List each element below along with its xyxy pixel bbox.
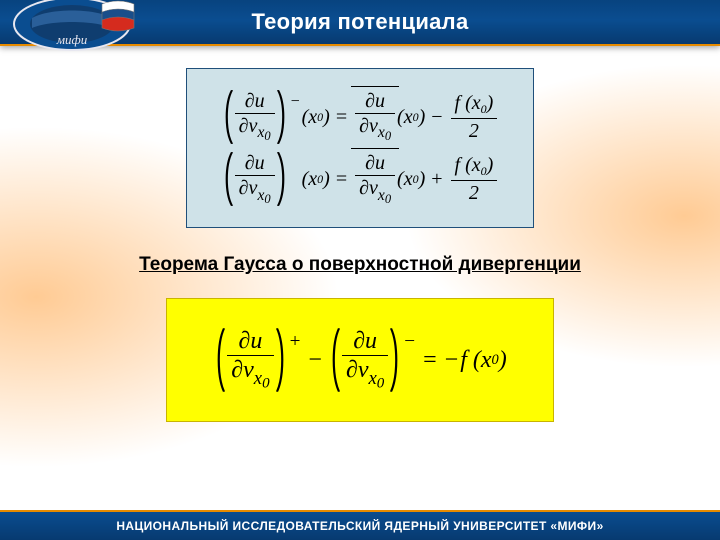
eq-text: f (x bbox=[460, 347, 491, 374]
equation-box-limits: ∂u ∂νx0 − (x0) = ∂u ∂νx0 (x0) − bbox=[186, 68, 535, 228]
eq-text: = bbox=[417, 347, 443, 374]
eq-text: 0 bbox=[377, 375, 384, 391]
eq-text: ∂ν bbox=[239, 115, 258, 137]
overline-frac: ∂u ∂νx0 bbox=[353, 89, 397, 145]
equation-limit-minus: ∂u ∂νx0 − (x 0) = ∂u ∂νx0 (x 0) − bbox=[221, 89, 500, 145]
eq-text: x bbox=[368, 368, 376, 389]
eq-text: − bbox=[443, 347, 461, 374]
eq-text: x bbox=[378, 124, 385, 141]
eq-text: ∂u bbox=[365, 152, 385, 174]
eq-text: − bbox=[289, 93, 302, 111]
eq-text: ∂ν bbox=[346, 357, 369, 383]
eq-text: ) bbox=[419, 168, 426, 191]
eq-text: ) bbox=[487, 92, 494, 114]
eq-text: + bbox=[288, 331, 303, 353]
eq-text: − bbox=[402, 331, 417, 353]
title-bar: Теория потенциала bbox=[0, 0, 720, 46]
eq-text: − bbox=[425, 106, 448, 129]
overline-frac: ∂u ∂νx0 bbox=[353, 151, 397, 207]
eq-text: − bbox=[302, 347, 328, 374]
slide: Теория потенциала мифи ∂u bbox=[0, 0, 720, 540]
eq-text: 0 bbox=[262, 375, 269, 391]
equation-box-gauss: ∂u ∂νx0 + − ∂u ∂νx0 − = − f (x bbox=[166, 298, 553, 422]
eq-text: f (x bbox=[455, 154, 481, 176]
slide-content: ∂u ∂νx0 − (x0) = ∂u ∂νx0 (x0) − bbox=[0, 60, 720, 506]
eq-text: f (x bbox=[455, 92, 481, 114]
eq-text: ∂u bbox=[235, 329, 267, 355]
eq-text: 2 bbox=[465, 119, 483, 141]
equation-gauss-jump: ∂u ∂νx0 + − ∂u ∂νx0 − = − f (x bbox=[213, 327, 506, 393]
slide-title: Теория потенциала bbox=[251, 9, 468, 35]
eq-text: 0 bbox=[385, 130, 391, 144]
eq-text: ) bbox=[499, 347, 507, 374]
eq-text: ∂u bbox=[365, 90, 385, 112]
paren-group: ∂u ∂νx0 bbox=[221, 151, 289, 207]
equation-limit-plus: ∂u ∂νx0 − (x0) = ∂u ∂νx0 (x0) + bbox=[221, 151, 500, 207]
footer-bar: НАЦИОНАЛЬНЫЙ ИССЛЕДОВАТЕЛЬСКИЙ ЯДЕРНЫЙ У… bbox=[0, 510, 720, 540]
eq-text: ∂ν bbox=[239, 177, 258, 199]
eq-text: 2 bbox=[465, 181, 483, 203]
eq-text: + bbox=[425, 168, 448, 191]
eq-text: x bbox=[378, 187, 385, 204]
eq-text: ∂u bbox=[241, 91, 269, 113]
paren-group: ∂u ∂νx0 bbox=[213, 327, 287, 393]
eq-text: 0 bbox=[264, 192, 270, 206]
eq-text: ∂ν bbox=[359, 115, 378, 137]
eq-text: x bbox=[254, 368, 262, 389]
eq-text: ∂ν bbox=[359, 177, 378, 199]
eq-text: ) bbox=[487, 154, 494, 176]
eq-text: (x bbox=[397, 106, 413, 129]
eq-text: (x bbox=[302, 106, 318, 129]
eq-text: = bbox=[330, 168, 353, 191]
eq-text: ∂ν bbox=[231, 357, 254, 383]
theorem-heading: Теорема Гаусса о поверхностной дивергенц… bbox=[139, 254, 581, 276]
eq-text: 0 bbox=[385, 192, 391, 206]
paren-group: ∂u ∂νx0 bbox=[328, 327, 402, 393]
paren-group: ∂u ∂νx0 bbox=[221, 89, 289, 145]
footer-text: НАЦИОНАЛЬНЫЙ ИССЛЕДОВАТЕЛЬСКИЙ ЯДЕРНЫЙ У… bbox=[116, 519, 603, 533]
eq-text: ) bbox=[419, 106, 426, 129]
eq-text: (x bbox=[302, 168, 318, 191]
eq-text: 0 bbox=[264, 130, 270, 144]
eq-text: (x bbox=[397, 168, 413, 191]
eq-text: ) bbox=[323, 168, 330, 191]
eq-text: ∂u bbox=[349, 329, 381, 355]
eq-text: = bbox=[330, 106, 353, 129]
eq-text: ) bbox=[323, 106, 330, 129]
eq-text: ∂u bbox=[241, 153, 269, 175]
eq-text: 0 bbox=[492, 352, 499, 369]
